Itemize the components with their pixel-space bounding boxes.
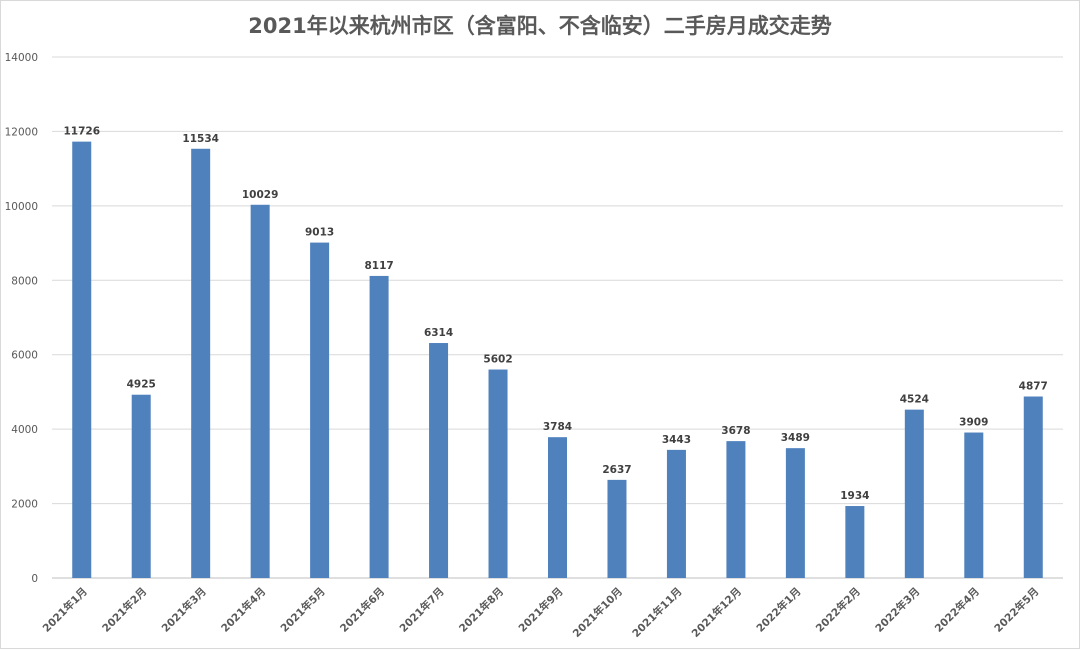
data-label: 5602 — [483, 354, 512, 366]
bar — [250, 204, 270, 578]
y-tick-label: 0 — [31, 573, 38, 585]
bar — [845, 506, 865, 578]
x-tick-label: 2021年12月 — [689, 585, 744, 640]
data-label: 3678 — [721, 425, 750, 437]
x-tick-label: 2022年3月 — [873, 585, 923, 635]
data-label: 2637 — [602, 464, 631, 476]
bar — [191, 148, 211, 578]
y-tick-label: 4000 — [11, 424, 38, 436]
bar — [72, 141, 92, 578]
x-tick-label: 2021年3月 — [159, 585, 209, 635]
bar — [548, 437, 567, 578]
y-tick-label: 8000 — [11, 275, 38, 287]
x-tick-label: 2021年5月 — [278, 585, 328, 635]
y-tick-label: 6000 — [11, 350, 38, 362]
data-label: 4877 — [1019, 381, 1048, 393]
bar — [310, 242, 330, 578]
y-tick-label: 14000 — [5, 52, 38, 64]
x-tick-label: 2022年4月 — [932, 585, 982, 635]
x-tick-label: 2021年9月 — [516, 585, 566, 635]
data-label: 4925 — [127, 379, 156, 391]
data-label: 9013 — [305, 227, 334, 239]
bar — [369, 275, 389, 578]
x-tick-label: 2021年2月 — [99, 585, 149, 635]
data-label: 3443 — [662, 434, 691, 446]
data-label: 11726 — [63, 126, 100, 138]
data-label: 3784 — [543, 421, 572, 433]
y-tick-label: 12000 — [5, 126, 38, 138]
data-label: 1934 — [840, 490, 869, 502]
x-tick-label: 2021年1月 — [40, 585, 90, 635]
chart-title: 2021年以来杭州市区（含富阳、不含临安）二手房月成交走势 — [248, 14, 832, 38]
bar — [785, 448, 805, 578]
bar — [488, 369, 508, 578]
y-tick-label: 10000 — [5, 201, 38, 213]
x-tick-label: 2021年6月 — [337, 585, 387, 635]
x-tick-label: 2021年10月 — [570, 585, 625, 640]
x-tick-label: 2022年2月 — [813, 585, 863, 635]
x-tick-label: 2021年11月 — [630, 585, 685, 640]
bar — [964, 432, 984, 578]
bar — [904, 409, 924, 578]
x-tick-label: 2022年5月 — [992, 585, 1042, 635]
data-label: 8117 — [364, 260, 393, 272]
x-tick-label: 2021年7月 — [397, 585, 447, 635]
bar — [726, 441, 746, 578]
bar — [1023, 396, 1043, 578]
bar — [666, 449, 686, 578]
x-tick-label: 2021年4月 — [218, 585, 268, 635]
bar — [131, 394, 151, 578]
data-label: 3489 — [781, 432, 810, 444]
y-tick-label: 2000 — [11, 499, 38, 511]
data-label: 6314 — [424, 327, 453, 339]
data-label: 4524 — [900, 394, 929, 406]
data-label: 3909 — [959, 417, 988, 429]
bar — [429, 343, 449, 578]
x-tick-label: 2022年1月 — [754, 585, 804, 635]
x-tick-label: 2021年8月 — [456, 585, 506, 635]
bar — [607, 479, 627, 578]
data-label: 10029 — [242, 189, 279, 201]
data-label: 11534 — [182, 133, 219, 145]
